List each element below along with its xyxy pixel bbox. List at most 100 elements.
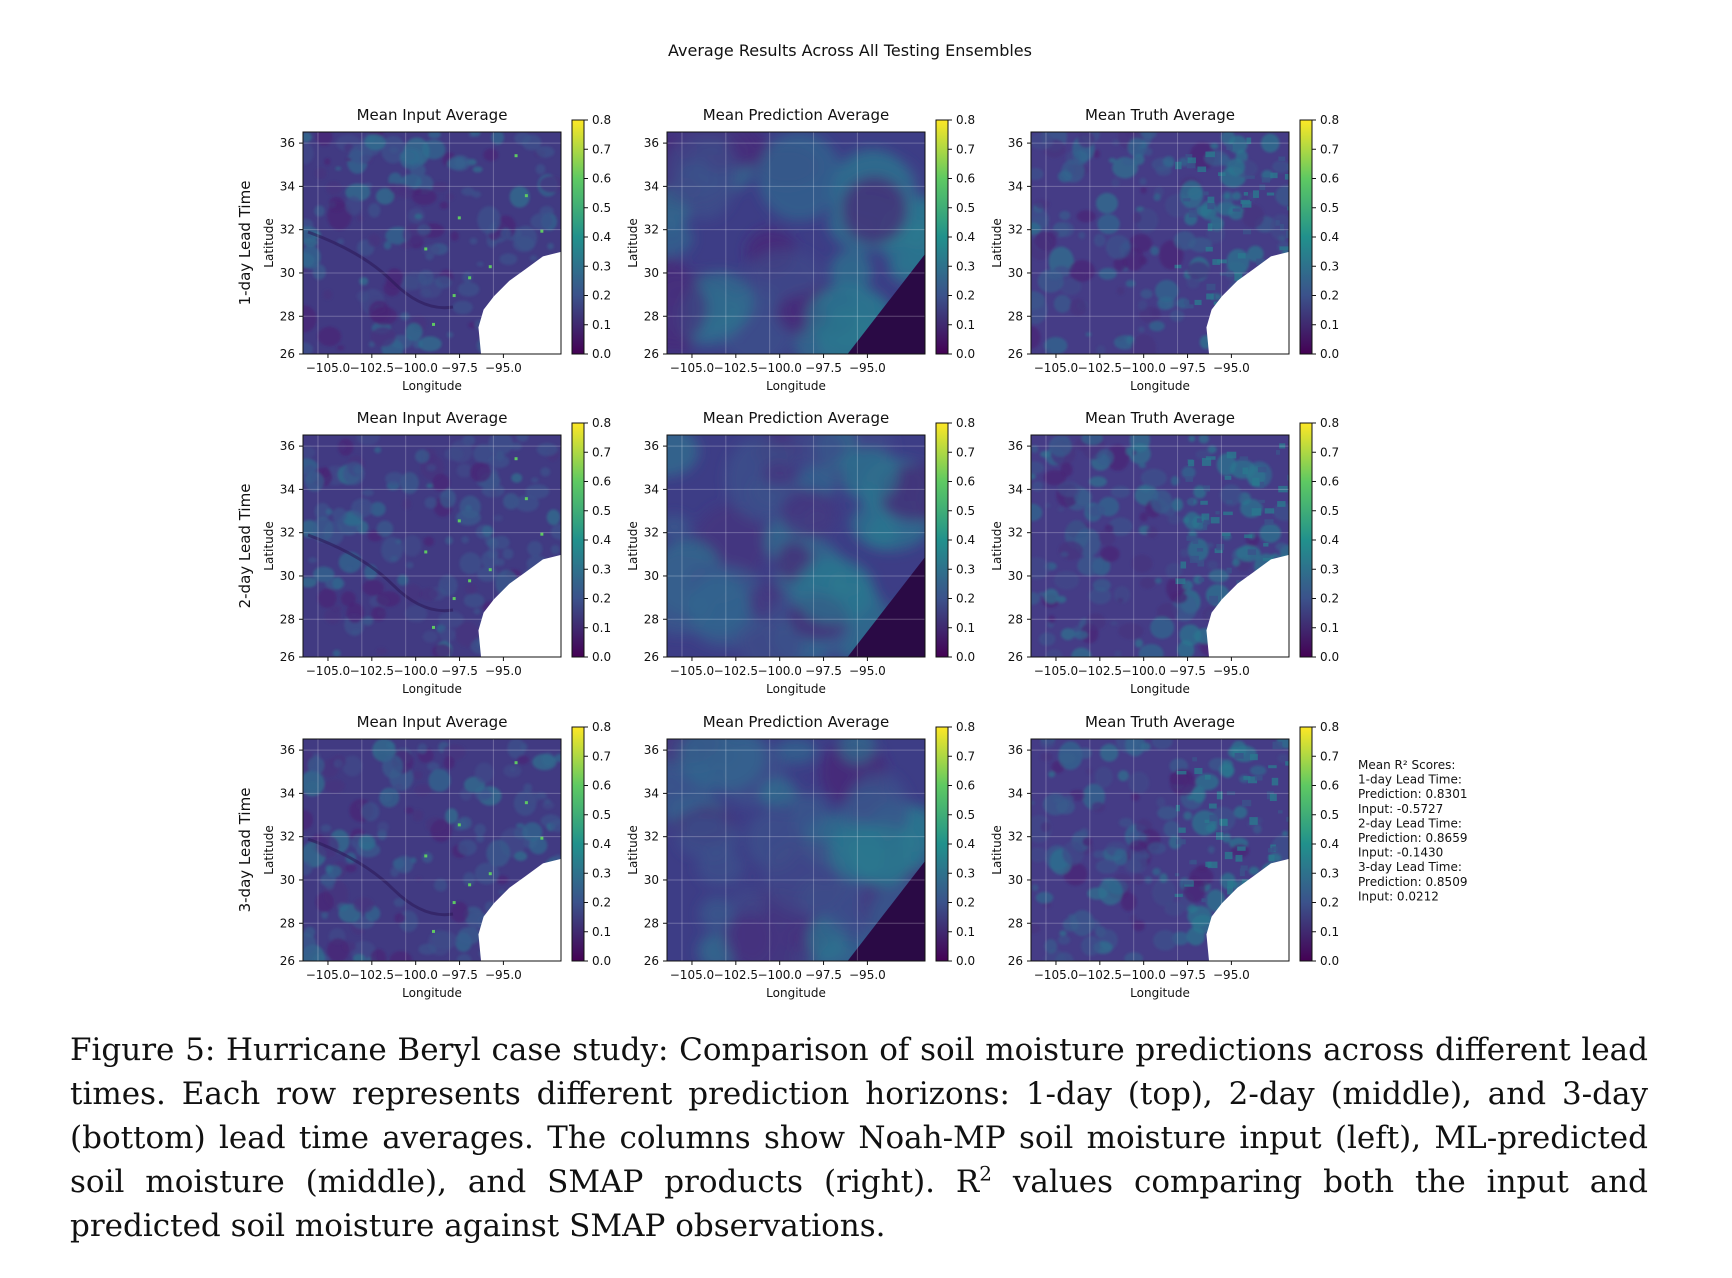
r2-score-line: 3-day Lead Time:: [1358, 860, 1462, 874]
colorbar-tick-label: 0.2: [1320, 289, 1339, 303]
y-tick-label: 34: [1008, 482, 1023, 496]
colorbar-tick-label: 0.6: [956, 172, 975, 186]
x-tick-label: −95.0: [1213, 361, 1250, 375]
y-tick-label: 26: [1008, 347, 1023, 361]
r2-scores-box: Mean R² Scores:1-day Lead Time: Predicti…: [1358, 758, 1467, 903]
colorbar-tick-label: 0.6: [592, 779, 611, 793]
row-label: 3-day Lead Time: [236, 788, 254, 913]
x-tick-label: −102.5: [1078, 361, 1122, 375]
y-tick-label: 34: [280, 482, 295, 496]
gulf-mask: [478, 554, 561, 657]
x-axis-label: Longitude: [1130, 379, 1190, 393]
x-tick-label: −100.0: [757, 664, 801, 678]
colorbar-tick-label: 0.8: [1320, 720, 1339, 734]
panel-r2-c1: −105.0 −102.5 −100.0 −97.5 −95.0 36 34 32 30 28 26…: [262, 409, 611, 696]
y-tick-label: 30: [280, 266, 295, 280]
colorbar-tick-label: 0.4: [1320, 533, 1339, 547]
colorbar-tick-label: 0.3: [956, 562, 975, 576]
y-axis-label: Latitude: [262, 521, 276, 570]
colorbar-tick-label: 0.5: [1320, 201, 1339, 215]
colorbar-tick-label: 0.0: [956, 954, 975, 968]
gridlines: [1031, 739, 1289, 962]
colorbar-tick-label: 0.3: [592, 562, 611, 576]
colorbar-tick-label: 0.7: [592, 749, 611, 763]
colorbar-tick-label: 0.5: [592, 504, 611, 518]
x-tick-label: −102.5: [350, 968, 394, 982]
soil-moisture-map: [303, 132, 561, 354]
colorbar-tick-label: 0.5: [592, 808, 611, 822]
colorbar-tick-label: 0.5: [956, 808, 975, 822]
x-tick-label: −102.5: [1078, 664, 1122, 678]
x-tick-label: −102.5: [714, 664, 758, 678]
gulf-mask: [1206, 251, 1289, 354]
y-tick-label: 28: [644, 612, 659, 626]
x-tick-label: −105.0: [306, 968, 350, 982]
colorbar-tick-label: 0.1: [956, 318, 975, 332]
r2-score-line: Input: -0.1430: [1358, 846, 1443, 860]
r2-score-line: Input: -0.5727: [1358, 802, 1443, 816]
figure-suptitle: Average Results Across All Testing Ensem…: [668, 41, 1032, 60]
colorbar-tick-label: 0.4: [592, 230, 611, 244]
colorbar: 0.8 0.7 0.6 0.5 0.4 0.3 0.2 0.1 0.0: [1299, 720, 1339, 968]
x-tick-label: −100.0: [757, 968, 801, 982]
x-tick-label: −95.0: [849, 361, 886, 375]
figure-canvas: Average Results Across All Testing Ensem…: [236, 41, 1467, 1000]
colorbar-tick-label: 0.8: [592, 416, 611, 430]
colorbar: 0.8 0.7 0.6 0.5 0.4 0.3 0.2 0.1 0.0: [935, 113, 975, 361]
panel-r2-c2: −105.0 −102.5 −100.0 −97.5 −95.0 36 34 32 30 28 26…: [626, 409, 975, 696]
colorbar-tick-label: 0.1: [1320, 621, 1339, 635]
gridlines: [1031, 435, 1289, 658]
colorbar-tick-label: 0.3: [1320, 259, 1339, 273]
y-tick-label: 26: [280, 954, 295, 968]
y-tick-label: 32: [644, 526, 659, 540]
colorbar-tick-label: 0.3: [1320, 866, 1339, 880]
y-axis-label: Latitude: [990, 218, 1004, 267]
colorbar-tick-label: 0.1: [1320, 318, 1339, 332]
x-tick-label: −95.0: [485, 664, 522, 678]
panel-r3-c2: −105.0 −102.5 −100.0 −97.5 −95.0 36 34 32 30 28 26…: [626, 713, 975, 1000]
x-tick-label: −95.0: [1213, 664, 1250, 678]
colorbar-tick-label: 0.4: [1320, 837, 1339, 851]
y-tick-label: 28: [280, 309, 295, 323]
x-tick-label: −97.5: [441, 968, 478, 982]
y-tick-label: 36: [1008, 136, 1023, 150]
axes-frame: [1030, 738, 1290, 962]
colorbar-tick-label: 0.5: [1320, 504, 1339, 518]
r2-score-line: Mean R² Scores:: [1358, 758, 1455, 772]
y-tick-label: 36: [1008, 439, 1023, 453]
r2-score-line: Prediction: 0.8509: [1358, 875, 1467, 889]
gridlines: [667, 739, 925, 962]
x-axis-label: Longitude: [402, 379, 462, 393]
colorbar-tick-label: 0.8: [1320, 113, 1339, 127]
row-label: 2-day Lead Time: [236, 484, 254, 609]
panel-title: Mean Prediction Average: [703, 106, 890, 124]
y-tick-label: 28: [1008, 309, 1023, 323]
x-tick-label: −102.5: [350, 664, 394, 678]
y-tick-label: 32: [280, 526, 295, 540]
colorbar-tick-label: 0.2: [592, 896, 611, 910]
panel-title: Mean Prediction Average: [703, 409, 890, 427]
colorbar-tick-label: 0.8: [1320, 416, 1339, 430]
axes-frame: [666, 434, 926, 658]
colorbar-tick-label: 0.7: [1320, 749, 1339, 763]
x-tick-label: −97.5: [441, 664, 478, 678]
x-tick-label: −100.0: [757, 361, 801, 375]
x-axis-label: Longitude: [766, 986, 826, 1000]
y-axis-label: Latitude: [262, 825, 276, 874]
colorbar-tick-label: 0.1: [592, 318, 611, 332]
y-tick-label: 36: [644, 439, 659, 453]
colorbar-tick-label: 0.8: [956, 720, 975, 734]
axes-frame: [302, 131, 562, 355]
y-tick-label: 30: [280, 873, 295, 887]
colorbar-tick-label: 0.2: [1320, 592, 1339, 606]
colorbar-tick-label: 0.0: [1320, 954, 1339, 968]
x-tick-label: −95.0: [849, 968, 886, 982]
soil-moisture-map: [1031, 132, 1289, 354]
colorbar-tick-label: 0.0: [956, 650, 975, 664]
colorbar: 0.8 0.7 0.6 0.5 0.4 0.3 0.2 0.1 0.0: [1299, 416, 1339, 664]
y-tick-label: 32: [1008, 830, 1023, 844]
panel-r3-c1: −105.0 −102.5 −100.0 −97.5 −95.0 36 34 32 30 28 26…: [262, 713, 611, 1000]
panel-title: Mean Input Average: [357, 106, 508, 124]
colorbar-tick-label: 0.8: [956, 416, 975, 430]
caption-label: Figure 5:: [70, 1032, 216, 1068]
